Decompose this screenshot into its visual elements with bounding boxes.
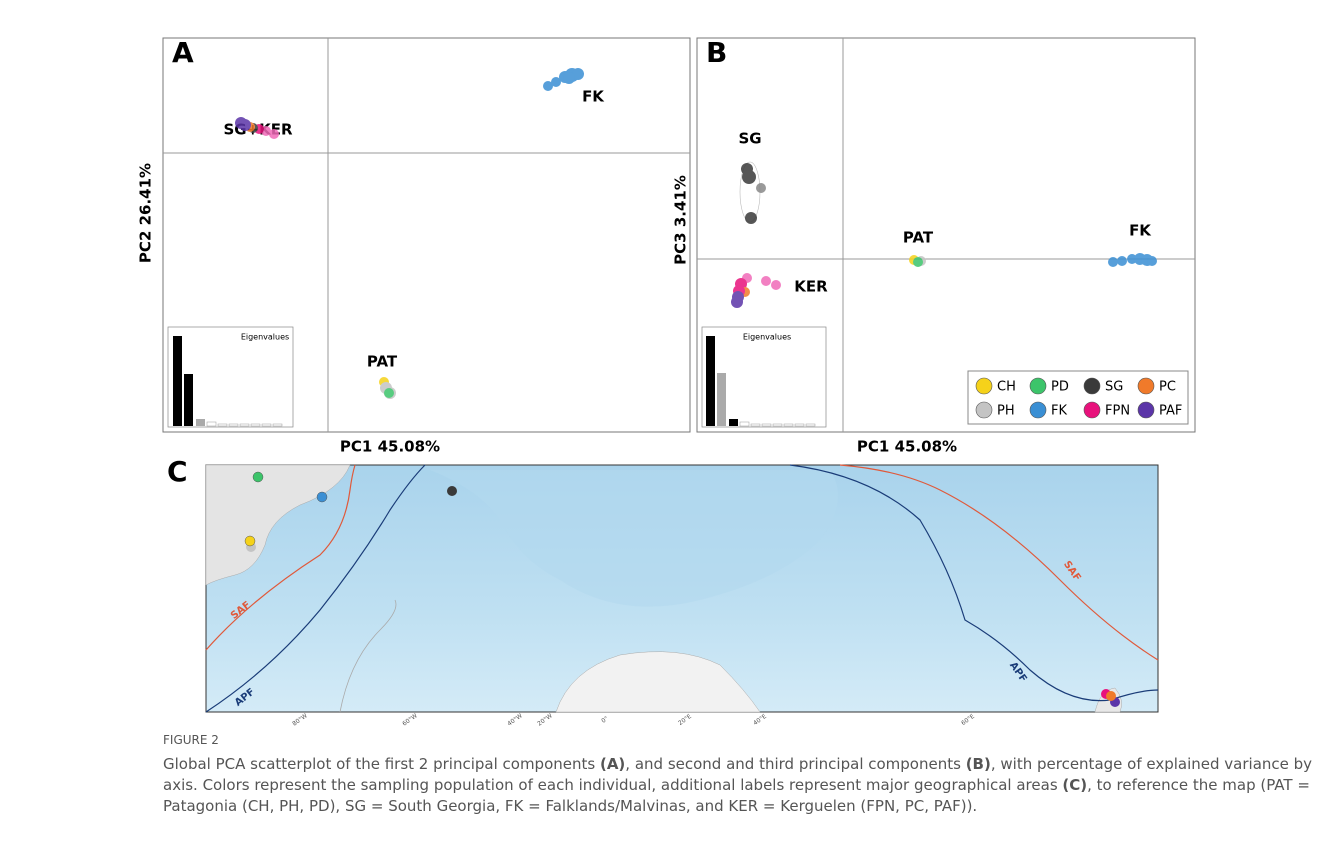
cluster-label: FK <box>582 88 605 106</box>
figure: A SG+KER FK PAT PC2 26.41% PC1 45.08% Ei… <box>0 0 1328 861</box>
longitude-label: 40°E <box>752 713 768 727</box>
cluster-label: KER <box>794 278 828 296</box>
legend-swatch <box>1138 402 1154 418</box>
legend-swatch <box>1030 378 1046 394</box>
inset-title: Eigenvalues <box>743 333 791 342</box>
legend-swatch <box>976 402 992 418</box>
longitude-labels: 80°W 60°W 40°W 20°W 0° 20°E 40°E 60°E <box>291 712 976 727</box>
inset-title: Eigenvalues <box>241 333 289 342</box>
legend-swatch <box>1084 402 1100 418</box>
caption-part: Global PCA scatterplot of the first 2 pr… <box>163 755 600 773</box>
caption-part: (B) <box>966 755 991 773</box>
caption-part: , and second and third principal compone… <box>625 755 965 773</box>
cluster-label: PAT <box>903 229 934 247</box>
legend-label: SG <box>1105 380 1123 395</box>
caption-part: (A) <box>600 755 625 773</box>
longitude-label: 60°W <box>401 712 419 727</box>
cluster-label: FK <box>1129 222 1152 240</box>
legend-swatch <box>1030 402 1046 418</box>
legend-label: FPN <box>1105 404 1130 419</box>
longitude-label: 60°E <box>960 713 976 727</box>
panel-b: B SG PAT FK KER PC3 3.41% PC1 45.08% Eig… <box>672 36 1196 456</box>
longitude-label: 80°W <box>291 712 309 727</box>
legend-label: PH <box>997 404 1015 419</box>
panel-a: A SG+KER FK PAT PC2 26.41% PC1 45.08% Ei… <box>137 36 691 456</box>
caption: Global PCA scatterplot of the first 2 pr… <box>163 754 1328 817</box>
cluster-label: SG <box>738 130 761 148</box>
longitude-label: 20°W <box>536 712 554 727</box>
page: {"figure": { "panels": [ {"label": "A", … <box>0 0 1328 861</box>
y-axis-label: PC2 26.41% <box>137 163 155 263</box>
legend-swatch <box>1084 378 1100 394</box>
legend-swatch <box>976 378 992 394</box>
x-axis-label: PC1 45.08% <box>857 438 957 456</box>
legend-label: CH <box>997 380 1016 395</box>
y-axis-label: PC3 3.41% <box>672 175 690 265</box>
longitude-label: 20°E <box>677 713 693 727</box>
longitude-label: 40°W <box>506 712 524 727</box>
legend-label: PAF <box>1159 404 1182 419</box>
panel-label: C <box>167 455 188 488</box>
legend-label: PD <box>1051 380 1069 395</box>
caption-label: FIGURE 2 <box>163 733 219 747</box>
legend-label: FK <box>1051 404 1067 419</box>
legend-swatch <box>1138 378 1154 394</box>
caption-part: (C) <box>1062 776 1087 794</box>
panel-label: B <box>706 36 727 69</box>
cluster-label: PAT <box>367 353 398 371</box>
panel-label: A <box>172 36 194 69</box>
x-axis-label: PC1 45.08% <box>340 438 440 456</box>
legend-label: PC <box>1159 380 1176 395</box>
longitude-label: 0° <box>600 715 610 725</box>
